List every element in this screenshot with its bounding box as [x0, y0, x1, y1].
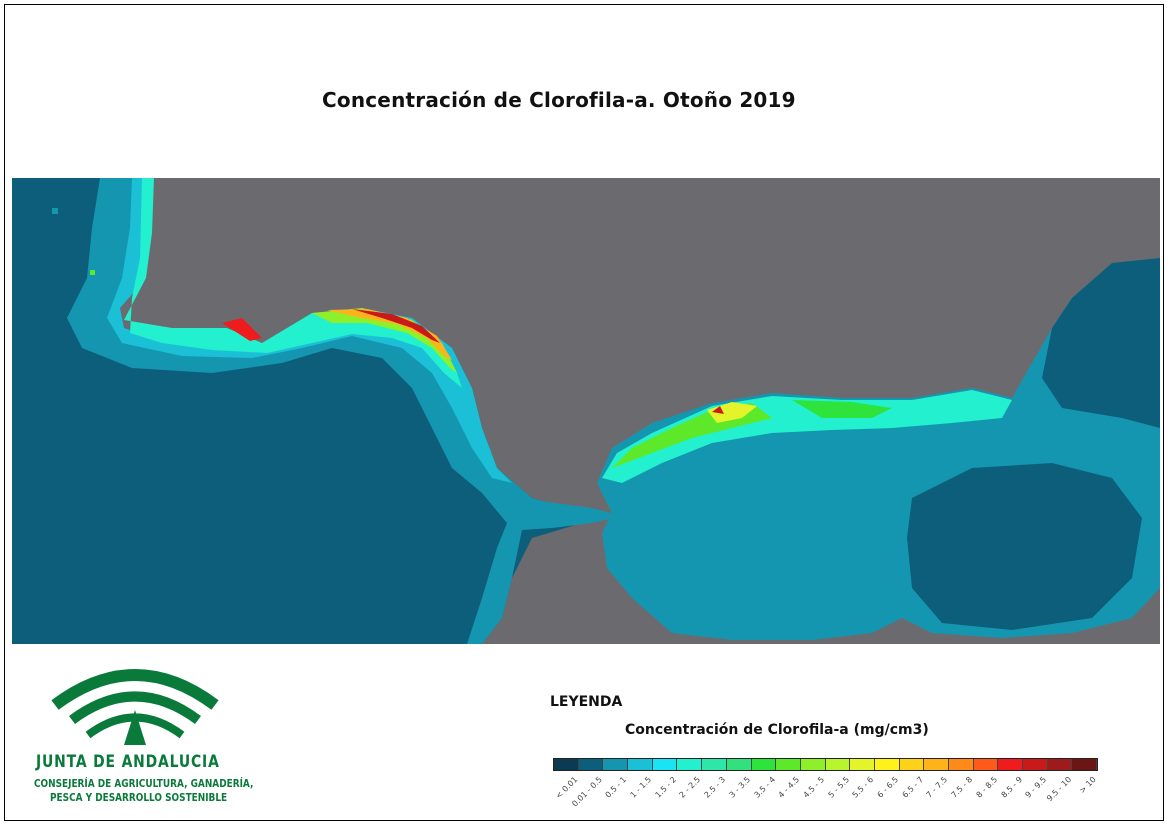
legend-tick-label: 4.5 - 5 [801, 775, 827, 800]
coastal-bloom-west [124, 178, 462, 388]
legend-swatch [899, 759, 925, 770]
chlorophyll-map [12, 178, 1160, 644]
legend-heading: LEYENDA [550, 694, 623, 710]
legend-tick-label: 1.5 - 2 [653, 775, 678, 800]
legend-tick-label: 0.5 - 1 [603, 775, 629, 800]
page-frame [4, 4, 1164, 821]
legend-tick-label: 8 - 8.5 [974, 775, 1000, 800]
legend-tick-label: 4 - 4.5 [776, 775, 802, 800]
legend-tick-label: > 10 [1077, 775, 1098, 796]
legend-swatch [949, 759, 974, 770]
alboran-deep-east [907, 463, 1142, 630]
legend-swatch [924, 759, 949, 770]
legend-tick-label: 2.5 - 3 [702, 775, 728, 800]
legend-swatch [1047, 759, 1073, 770]
legend-tick-label: 1 - 1.5 [628, 775, 654, 800]
legend-swatch [578, 759, 604, 770]
legend-swatch [1072, 759, 1098, 770]
logo-subtitle-2: PESCA Y DESARROLLO SOSTENIBLE [50, 792, 228, 804]
legend-swatch [850, 759, 875, 770]
legend-swatch [825, 759, 851, 770]
legend-tick-label: 9.5 - 10 [1044, 775, 1074, 804]
legend-tick-label: 3.5 - 4 [752, 775, 777, 800]
logo-subtitle-1: CONSEJERÍA DE AGRICULTURA, GANADERÍA, [34, 778, 254, 790]
legend-subtitle: Concentración de Clorofila-a (mg/cm3) [625, 722, 929, 738]
legend-swatch [603, 759, 629, 770]
legend-tick-label: 5 - 5.5 [826, 775, 851, 800]
legend-tick-label: 6 - 6.5 [875, 775, 901, 800]
legend-tick-label: 7.5 - 8 [949, 775, 975, 800]
legend-swatch [726, 759, 752, 770]
legend-swatch [628, 759, 653, 770]
legend-tick-label: 6.5 - 7 [900, 775, 925, 800]
legend-swatch [554, 759, 579, 770]
legend-swatch [751, 759, 777, 770]
legend-tick-label: 8.5 - 9 [999, 775, 1024, 800]
map-title: Concentración de Clorofila-a. Otoño 2019 [322, 88, 796, 112]
coastal-bloom-east [602, 390, 1012, 483]
legend-swatch [800, 759, 826, 770]
logo-name: JUNTA DE ANDALUCIA [36, 752, 220, 772]
legend-swatch [998, 759, 1024, 770]
alboran-deep-ne [1042, 258, 1160, 428]
legend-swatch [776, 759, 801, 770]
legend-swatch [874, 759, 900, 770]
legend-swatch [677, 759, 703, 770]
legend-tick-label: 7 - 7.5 [925, 775, 950, 800]
atlantic-ocean [12, 178, 612, 644]
legend-swatch [702, 759, 727, 770]
legend-swatch [652, 759, 678, 770]
strait [467, 493, 622, 644]
legend-tick-label: 2 - 2.5 [678, 775, 703, 800]
legend-color-scale [553, 758, 1099, 771]
legend-tick-label: 3 - 3.5 [727, 775, 753, 800]
legend-swatch [973, 759, 999, 770]
legend-tick-label: 5.5 - 6 [850, 775, 876, 800]
junta-andalucia-logo [51, 669, 219, 745]
legend-swatch [1023, 759, 1048, 770]
